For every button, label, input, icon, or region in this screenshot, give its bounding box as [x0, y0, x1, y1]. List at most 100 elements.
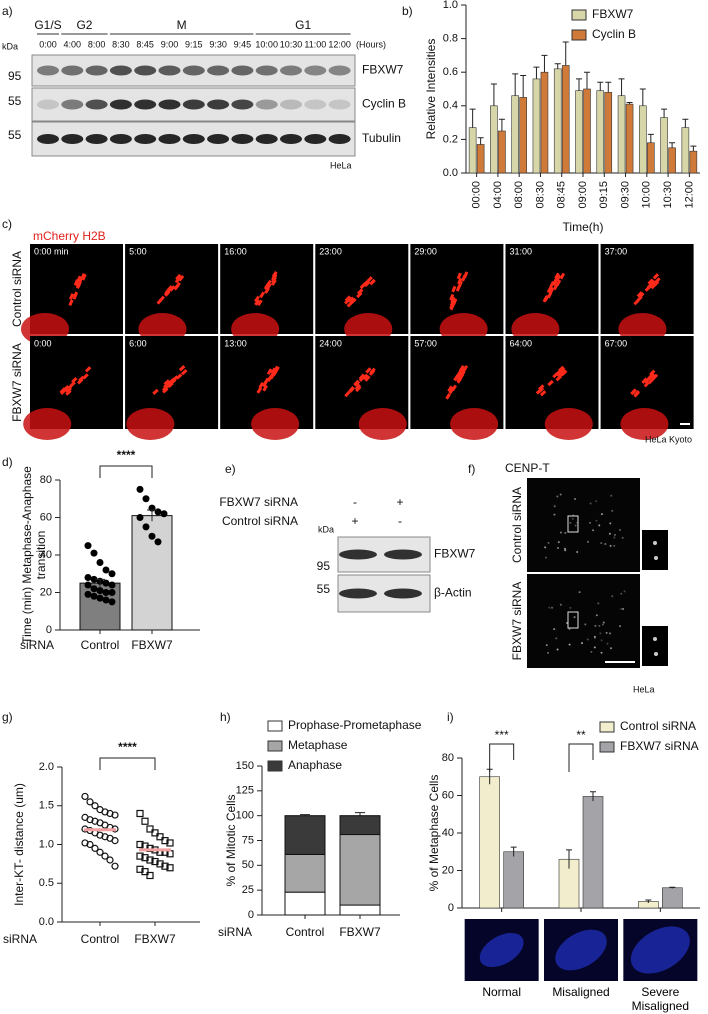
kinetochore: [610, 494, 613, 497]
chromosome: [264, 287, 271, 294]
data-point: [146, 856, 154, 864]
error-bar: [477, 137, 484, 145]
error-bar: [645, 899, 652, 903]
error-bar: [576, 78, 582, 91]
data-point: [160, 510, 168, 518]
chromosome: [630, 388, 637, 395]
data-point: [106, 809, 114, 818]
legend-swatch: [599, 721, 615, 733]
blot-band: [255, 99, 278, 110]
bar: [519, 97, 527, 174]
blot-band: [158, 99, 181, 110]
y-tick-label: 40: [442, 827, 454, 839]
data-point: [136, 840, 144, 849]
category-box: Misaligned: [552, 985, 610, 999]
kinetochore: [559, 531, 562, 534]
blot-band: [328, 65, 351, 76]
y-tick-label: 0.5: [39, 877, 54, 889]
kinetochore: [590, 650, 593, 653]
error-bar: [562, 41, 569, 66]
data-point: [96, 559, 104, 566]
chromosome: [73, 279, 79, 286]
kinetochore: [563, 547, 566, 550]
panel-label: h): [220, 710, 231, 724]
chromosome: [84, 366, 92, 373]
kinetochore: [594, 624, 597, 627]
chromosome: [162, 387, 169, 394]
data-point: [102, 589, 110, 596]
chromosome: [356, 291, 363, 299]
data-point: [91, 817, 99, 825]
chromosome: [559, 272, 566, 280]
y-axis-label: Inter-KT- distance (um): [12, 783, 26, 906]
chromosome: [344, 295, 352, 302]
kinetochore: [653, 541, 657, 545]
legend-swatch: [267, 760, 283, 772]
chromosome: [456, 272, 462, 280]
chromosome: [457, 277, 463, 285]
blot-band: [231, 65, 254, 76]
chromosome: [365, 367, 372, 374]
chromosome: [633, 391, 640, 398]
y-axis-label: % of Metaphase Cells: [427, 775, 441, 892]
chromosome: [363, 280, 371, 288]
kinetochore: [608, 532, 611, 535]
kinetochore: [557, 546, 560, 549]
kinetochore: [559, 603, 562, 606]
bar: [561, 65, 570, 174]
y-tick-label: 20: [40, 586, 52, 598]
kinetochore: [569, 521, 572, 524]
chromosome: [654, 277, 661, 284]
bar: [647, 142, 655, 174]
kinetochore: [555, 637, 558, 640]
chromosome: [369, 278, 376, 286]
chromosome: [163, 379, 170, 386]
data-point: [90, 592, 98, 600]
chromosome: [369, 367, 376, 375]
y-tick-label: 0.0: [39, 916, 54, 928]
bar: [583, 88, 591, 174]
y-tick-label: 60: [442, 789, 454, 801]
error-bar: [490, 83, 497, 106]
blot-band: [37, 65, 59, 76]
chromosome: [552, 371, 559, 379]
bar: [689, 150, 698, 174]
chromosome: [650, 280, 657, 288]
chromosome: [649, 369, 656, 376]
phase-label: G2: [76, 18, 92, 32]
kinetochore: [593, 646, 596, 649]
timestamp: 57:00: [414, 338, 437, 348]
y-tick-label: 25: [242, 884, 254, 896]
error-bar: [147, 509, 157, 522]
kinetochore: [557, 541, 560, 544]
lane-sign: -: [353, 495, 357, 509]
significance-bracket: [568, 743, 594, 772]
y-axis-label: Time (min) Metaphase-Anaphase: [20, 466, 34, 644]
chromosome: [69, 381, 76, 388]
y-tick-label: 1.5: [39, 800, 54, 812]
data-point: [136, 809, 144, 818]
bar: [511, 95, 519, 174]
x-tick-label: 10:00: [641, 181, 653, 209]
error-bar: [605, 81, 612, 93]
panel-label: f): [468, 462, 475, 476]
kda-label: kDa: [2, 41, 18, 51]
panel-label: d): [2, 455, 13, 469]
kinetochore: [653, 637, 657, 641]
blot-band: [339, 588, 377, 599]
blot-band: [280, 134, 302, 144]
chromosome: [449, 299, 456, 307]
legend-swatch: [267, 720, 283, 732]
data-point: [102, 579, 110, 587]
x-tick-label: 04:00: [492, 181, 504, 209]
chromosome: [647, 377, 655, 385]
significance: ***: [495, 728, 509, 742]
x-tick-label: 09:00: [577, 181, 589, 209]
kinetochore: [574, 497, 577, 500]
chromosome: [256, 299, 263, 307]
legend-label: Control siRNA: [620, 719, 696, 733]
bar: [596, 90, 605, 174]
x-tick-label: Misaligned: [552, 985, 610, 999]
blot-band: [384, 588, 422, 599]
